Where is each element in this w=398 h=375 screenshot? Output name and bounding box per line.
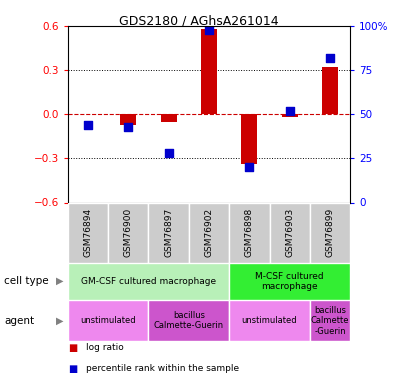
Text: GSM76897: GSM76897 xyxy=(164,208,173,257)
Point xyxy=(206,27,212,33)
Bar xyxy=(229,262,350,300)
Text: M-CSF cultured
macrophage: M-CSF cultured macrophage xyxy=(256,272,324,291)
Bar xyxy=(229,202,269,262)
Bar xyxy=(310,202,350,262)
Text: bacillus
Calmette
-Guerin: bacillus Calmette -Guerin xyxy=(311,306,349,336)
Text: unstimulated: unstimulated xyxy=(242,316,297,325)
Text: ■: ■ xyxy=(68,364,77,374)
Bar xyxy=(160,114,177,122)
Text: cell type: cell type xyxy=(4,276,49,286)
Bar xyxy=(322,68,338,114)
Bar xyxy=(148,202,189,262)
Bar xyxy=(310,300,350,341)
Bar xyxy=(68,300,148,341)
Point xyxy=(125,124,131,130)
Bar xyxy=(108,202,148,262)
Point xyxy=(85,122,91,128)
Text: GSM76899: GSM76899 xyxy=(326,208,335,257)
Text: GDS2180 / AGhsA261014: GDS2180 / AGhsA261014 xyxy=(119,15,279,28)
Bar xyxy=(120,114,136,125)
Text: GSM76898: GSM76898 xyxy=(245,208,254,257)
Text: ■: ■ xyxy=(68,343,77,353)
Text: GM-CSF cultured macrophage: GM-CSF cultured macrophage xyxy=(81,277,216,286)
Bar xyxy=(201,29,217,114)
Text: bacillus
Calmette-Guerin: bacillus Calmette-Guerin xyxy=(154,311,224,330)
Bar xyxy=(148,300,229,341)
Bar xyxy=(189,202,229,262)
Bar xyxy=(241,114,258,164)
Point xyxy=(166,150,172,156)
Text: log ratio: log ratio xyxy=(86,343,123,352)
Text: ▶: ▶ xyxy=(56,316,64,326)
Text: GSM76894: GSM76894 xyxy=(83,208,92,257)
Bar xyxy=(229,300,310,341)
Bar xyxy=(68,262,229,300)
Text: GSM76903: GSM76903 xyxy=(285,208,294,257)
Bar xyxy=(68,202,108,262)
Point xyxy=(246,164,252,170)
Point xyxy=(327,55,333,61)
Text: GSM76902: GSM76902 xyxy=(205,208,213,257)
Bar xyxy=(269,202,310,262)
Text: percentile rank within the sample: percentile rank within the sample xyxy=(86,364,239,373)
Text: agent: agent xyxy=(4,316,34,326)
Text: unstimulated: unstimulated xyxy=(80,316,136,325)
Point xyxy=(287,108,293,114)
Text: ▶: ▶ xyxy=(56,276,64,286)
Text: GSM76900: GSM76900 xyxy=(124,208,133,257)
Bar xyxy=(282,114,298,117)
